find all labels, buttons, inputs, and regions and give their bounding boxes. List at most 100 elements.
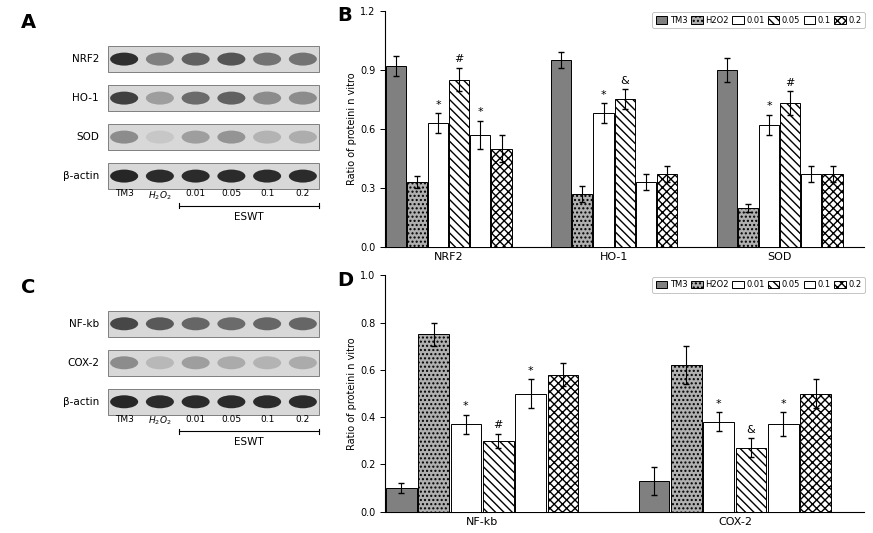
Ellipse shape [289, 131, 317, 143]
Text: HO-1: HO-1 [72, 93, 99, 103]
Text: 0.1: 0.1 [260, 415, 274, 424]
Bar [407, 182, 427, 247]
Text: *: * [478, 108, 483, 117]
Ellipse shape [182, 92, 210, 104]
Ellipse shape [289, 53, 317, 66]
Text: &: & [746, 425, 755, 435]
Ellipse shape [110, 92, 138, 104]
Text: 0.1: 0.1 [260, 189, 274, 198]
Ellipse shape [110, 131, 138, 143]
Text: D: D [337, 271, 354, 289]
Text: $H_2O_2$: $H_2O_2$ [148, 189, 172, 201]
Bar [107, 85, 320, 111]
Text: #: # [455, 54, 464, 64]
Bar [639, 481, 670, 512]
Bar [418, 334, 449, 512]
Bar [573, 194, 593, 247]
Text: *: * [780, 399, 787, 409]
Ellipse shape [146, 317, 174, 330]
Ellipse shape [110, 317, 138, 330]
Bar [594, 113, 614, 247]
Bar [107, 163, 320, 189]
Text: 0.2: 0.2 [296, 415, 310, 424]
Bar [386, 66, 406, 247]
Ellipse shape [217, 131, 245, 143]
Ellipse shape [182, 53, 210, 66]
Ellipse shape [217, 53, 245, 66]
Bar [107, 124, 320, 150]
Text: 0.01: 0.01 [186, 415, 206, 424]
Bar [704, 422, 734, 512]
Bar [107, 46, 320, 72]
Text: C: C [21, 278, 35, 297]
Ellipse shape [253, 53, 281, 66]
Text: *: * [601, 90, 607, 100]
Text: NF-kb: NF-kb [69, 319, 99, 329]
Text: SOD: SOD [76, 132, 99, 142]
Text: ESWT: ESWT [235, 437, 264, 447]
Text: β-actin: β-actin [63, 397, 99, 407]
Text: B: B [337, 6, 352, 25]
Ellipse shape [110, 53, 138, 66]
Text: 0.05: 0.05 [222, 189, 242, 198]
Ellipse shape [253, 92, 281, 104]
Ellipse shape [146, 169, 174, 183]
Bar [107, 311, 320, 337]
Ellipse shape [110, 356, 138, 369]
Ellipse shape [182, 131, 210, 143]
Text: $H_2O_2$: $H_2O_2$ [148, 415, 172, 427]
Bar [491, 149, 512, 247]
Y-axis label: Ratio of proteini n vitro: Ratio of proteini n vitro [347, 337, 357, 450]
Ellipse shape [217, 92, 245, 104]
Bar [657, 174, 677, 247]
Ellipse shape [217, 169, 245, 183]
Bar [636, 182, 656, 247]
Ellipse shape [253, 395, 281, 408]
Ellipse shape [182, 169, 210, 183]
Ellipse shape [182, 356, 210, 369]
Text: β-actin: β-actin [63, 171, 99, 181]
Bar [759, 125, 779, 247]
Text: &: & [621, 76, 629, 86]
Ellipse shape [253, 356, 281, 369]
Text: #: # [786, 78, 795, 88]
Text: ESWT: ESWT [235, 212, 264, 222]
Ellipse shape [253, 169, 281, 183]
Text: COX-2: COX-2 [67, 358, 99, 368]
Bar [768, 424, 799, 512]
Ellipse shape [110, 169, 138, 183]
Ellipse shape [217, 356, 245, 369]
Ellipse shape [289, 92, 317, 104]
Ellipse shape [146, 131, 174, 143]
Ellipse shape [289, 169, 317, 183]
Ellipse shape [146, 356, 174, 369]
Text: 0.05: 0.05 [222, 415, 242, 424]
Bar [822, 174, 842, 247]
Ellipse shape [182, 317, 210, 330]
Y-axis label: Ratio of proteini n vitro: Ratio of proteini n vitro [347, 72, 357, 185]
Bar [107, 350, 320, 376]
Ellipse shape [289, 395, 317, 408]
Text: A: A [21, 13, 36, 32]
Text: *: * [766, 101, 772, 111]
Ellipse shape [146, 92, 174, 104]
Bar [386, 488, 416, 512]
Text: NRF2: NRF2 [72, 54, 99, 64]
Ellipse shape [253, 131, 281, 143]
Ellipse shape [146, 395, 174, 408]
Bar [428, 123, 448, 247]
Text: *: * [716, 399, 722, 409]
Bar [801, 174, 821, 247]
Text: *: * [436, 100, 441, 109]
Ellipse shape [182, 395, 210, 408]
Ellipse shape [289, 317, 317, 330]
Bar [801, 393, 831, 512]
Bar [717, 70, 737, 247]
Bar [671, 365, 702, 512]
Bar [615, 99, 635, 247]
Ellipse shape [289, 356, 317, 369]
Text: #: # [493, 420, 503, 430]
Bar [780, 103, 801, 247]
Text: *: * [464, 401, 469, 411]
Bar [483, 441, 513, 512]
